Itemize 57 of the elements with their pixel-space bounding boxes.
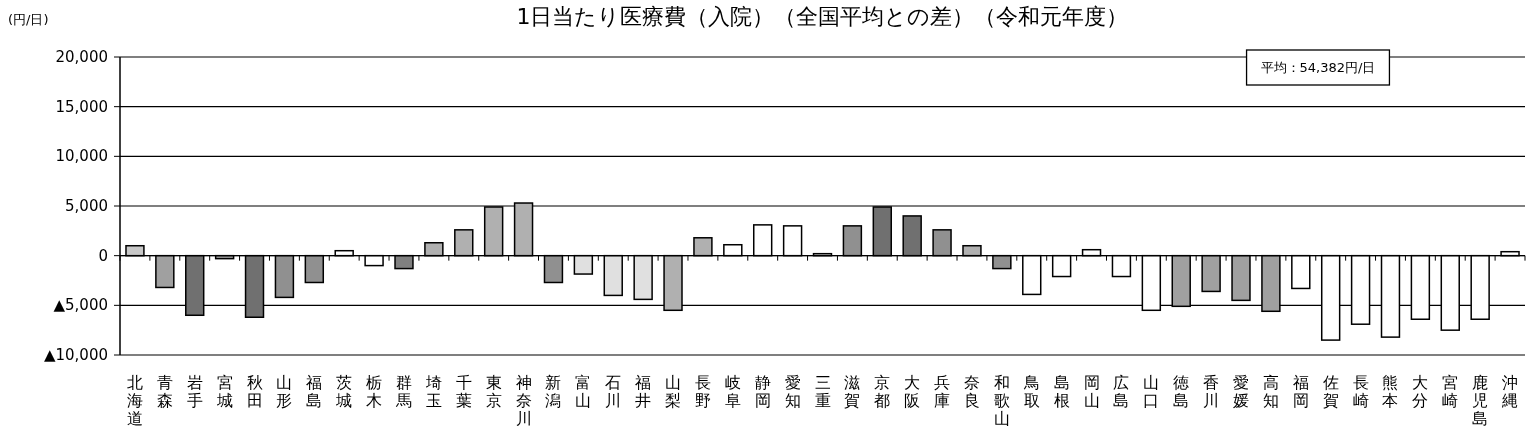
y-tick-label: 5,000 — [65, 197, 108, 215]
x-tick-label: 秋田 — [246, 373, 263, 410]
x-tick-label: 岡山 — [1083, 373, 1100, 410]
x-tick-label: 東京 — [485, 373, 502, 410]
x-tick-label: 宮城 — [215, 373, 233, 410]
annotation: 平均：54,382円/日 — [1260, 60, 1376, 75]
x-tick-label: 高知 — [1262, 373, 1279, 410]
x-tick-label: 大阪 — [904, 373, 921, 410]
x-tick-label: 兵庫 — [934, 373, 951, 410]
x-tick-label: 神奈川 — [515, 373, 532, 428]
y-tick-label: ▲10,000 — [43, 346, 108, 364]
x-tick-label: 石川 — [605, 373, 622, 410]
x-tick-label: 沖縄 — [1501, 373, 1519, 410]
x-tick-label: 奈良 — [963, 373, 980, 410]
x-tick-label: 愛媛 — [1233, 373, 1250, 410]
x-tick-label: 山形 — [276, 373, 293, 410]
x-tick-label: 徳島 — [1173, 373, 1190, 410]
x-tick-label: 岩手 — [186, 373, 203, 410]
x-tick-label: 山口 — [1143, 373, 1160, 410]
x-tick-label: 岐阜 — [724, 373, 741, 410]
x-tick-label: 熊本 — [1382, 373, 1399, 410]
x-tick-label: 和歌山 — [993, 373, 1010, 428]
x-tick-label: 青森 — [156, 373, 173, 410]
y-tick-label: ▲5,000 — [53, 296, 108, 315]
x-tick-label: 大分 — [1412, 373, 1429, 410]
x-tick-label: 鳥取 — [1022, 373, 1040, 410]
y-axis-title: (円/日) — [8, 12, 49, 27]
x-tick-label: 埼玉 — [424, 373, 442, 410]
x-tick-label: 福島 — [306, 373, 323, 410]
x-tick-label: 群馬 — [394, 373, 412, 410]
x-tick-label: 香川 — [1203, 373, 1220, 410]
x-tick-label: 鹿児島 — [1472, 373, 1489, 428]
x-tick-label: 栃木 — [366, 373, 383, 410]
x-tick-label: 長野 — [694, 373, 711, 410]
x-tick-label: 京都 — [874, 373, 891, 410]
y-tick-label: 0 — [98, 246, 108, 265]
x-tick-label: 長崎 — [1352, 373, 1369, 410]
x-tick-label: 滋賀 — [844, 373, 861, 410]
x-tick-label: 茨城 — [335, 373, 353, 410]
x-tick-label: 北海道 — [126, 373, 143, 428]
x-tick-label: 愛知 — [784, 373, 801, 410]
x-tick-label: 島根 — [1053, 373, 1070, 410]
x-tick-label: 富山 — [575, 373, 592, 410]
x-tick-label: 山梨 — [665, 373, 682, 410]
x-tick-label: 静岡 — [754, 373, 771, 410]
x-tick-label: 宮崎 — [1442, 373, 1459, 410]
x-tick-label: 佐賀 — [1322, 373, 1339, 410]
x-tick-label: 三重 — [814, 373, 831, 410]
x-tick-label: 福岡 — [1292, 373, 1309, 410]
y-tick-label: 10,000 — [55, 147, 108, 166]
x-tick-label: 福井 — [635, 373, 652, 410]
y-tick-label: 20,000 — [55, 48, 108, 66]
x-tick-label: 広島 — [1113, 373, 1130, 410]
y-tick-label: 15,000 — [55, 97, 108, 116]
x-tick-label: 新潟 — [545, 373, 562, 410]
x-tick-label: 千葉 — [455, 373, 472, 410]
chart-title: 1日当たり医療費（入院）（全国平均との差）（令和元年度） — [516, 4, 1129, 29]
